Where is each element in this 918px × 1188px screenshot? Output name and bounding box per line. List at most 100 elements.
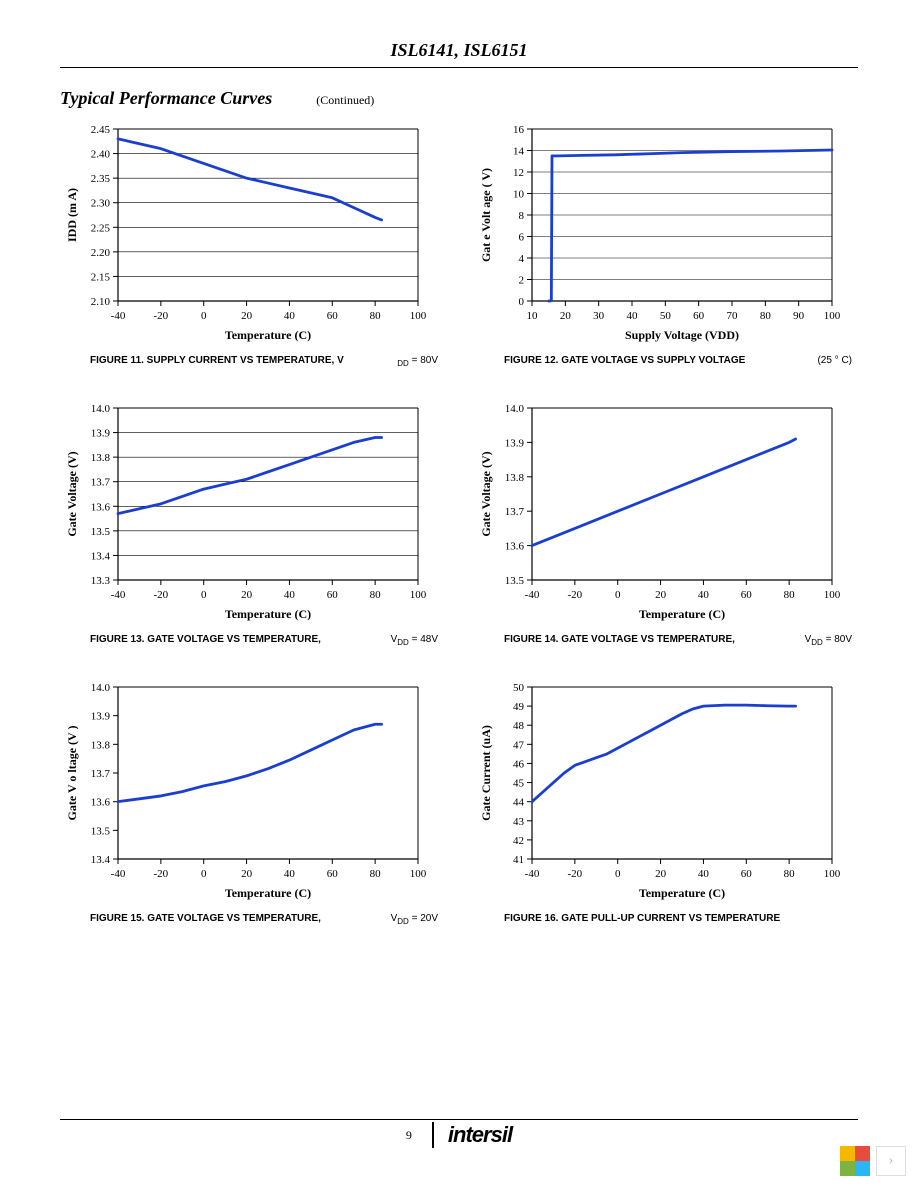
svg-text:60: 60	[327, 310, 339, 322]
svg-text:Gat e Volt age ( V): Gat e Volt age ( V)	[479, 168, 493, 262]
svg-text:14: 14	[513, 146, 525, 158]
chart-plot: 13.513.613.713.813.914.0-40-200204060801…	[474, 398, 844, 628]
chart-fig13: 13.313.413.513.613.713.813.914.0-40-2002…	[60, 398, 444, 647]
svg-text:60: 60	[327, 868, 339, 880]
chart-caption: FIGURE 14. GATE VOLTAGE VS TEMPERATURE,V…	[474, 634, 858, 647]
svg-text:13.8: 13.8	[505, 472, 525, 484]
chart-caption: FIGURE 11. SUPPLY CURRENT VS TEMPERATURE…	[60, 355, 444, 368]
continued-label: (Continued)	[316, 93, 374, 107]
charts-grid: 2.102.152.202.252.302.352.402.45-40-2002…	[60, 119, 858, 926]
svg-text:80: 80	[760, 310, 772, 322]
chart-plot: 13.313.413.513.613.713.813.914.0-40-2002…	[60, 398, 430, 628]
svg-text:0: 0	[615, 868, 621, 880]
svg-text:60: 60	[693, 310, 705, 322]
svg-text:40: 40	[698, 589, 710, 601]
svg-text:-40: -40	[111, 868, 126, 880]
caption-note: VDD = 80V	[805, 634, 852, 647]
caption-note: VDD = 48V	[391, 634, 438, 647]
svg-text:2.25: 2.25	[91, 222, 111, 234]
caption-text: FIGURE 12. GATE VOLTAGE VS SUPPLY VOLTAG…	[504, 355, 745, 366]
svg-text:13.5: 13.5	[91, 526, 111, 538]
svg-text:10: 10	[527, 310, 539, 322]
svg-text:Supply Voltage (VDD): Supply Voltage (VDD)	[625, 328, 739, 342]
svg-text:16: 16	[513, 124, 525, 136]
svg-text:IDD (m A): IDD (m A)	[65, 188, 79, 242]
svg-text:14.0: 14.0	[505, 403, 525, 415]
svg-text:2: 2	[519, 275, 525, 287]
svg-text:80: 80	[370, 589, 382, 601]
svg-text:0: 0	[201, 868, 207, 880]
svg-text:13.4: 13.4	[91, 854, 111, 866]
svg-text:100: 100	[824, 589, 841, 601]
next-page-button[interactable]: ›	[876, 1146, 906, 1176]
svg-text:2.45: 2.45	[91, 124, 111, 136]
svg-text:13.6: 13.6	[91, 797, 111, 809]
svg-text:20: 20	[241, 589, 253, 601]
svg-text:20: 20	[241, 868, 253, 880]
chart-fig15: 13.413.513.613.713.813.914.0-40-20020406…	[60, 677, 444, 926]
svg-text:-40: -40	[525, 868, 540, 880]
chart-caption: FIGURE 15. GATE VOLTAGE VS TEMPERATURE,V…	[60, 913, 444, 926]
svg-text:Gate Voltage (V): Gate Voltage (V)	[479, 451, 493, 536]
svg-text:14.0: 14.0	[91, 403, 111, 415]
chart-caption: FIGURE 12. GATE VOLTAGE VS SUPPLY VOLTAG…	[474, 355, 858, 366]
svg-text:43: 43	[513, 816, 525, 828]
chart-fig11: 2.102.152.202.252.302.352.402.45-40-2002…	[60, 119, 444, 368]
svg-text:13.6: 13.6	[91, 501, 111, 513]
svg-text:13.5: 13.5	[91, 825, 111, 837]
caption-note: (25 ° C)	[817, 355, 852, 366]
svg-text:-20: -20	[568, 589, 583, 601]
svg-text:100: 100	[824, 310, 841, 322]
svg-text:-20: -20	[154, 589, 169, 601]
svg-text:40: 40	[284, 310, 296, 322]
svg-text:70: 70	[727, 310, 739, 322]
svg-text:60: 60	[741, 868, 753, 880]
svg-text:60: 60	[327, 589, 339, 601]
page-header: ISL6141, ISL6151	[60, 40, 858, 68]
svg-text:40: 40	[284, 589, 296, 601]
chart-fig12: 0246810121416102030405060708090100Supply…	[474, 119, 858, 368]
svg-text:13.6: 13.6	[505, 541, 525, 553]
svg-text:12: 12	[513, 167, 524, 179]
svg-text:30: 30	[593, 310, 605, 322]
svg-text:Temperature (C): Temperature (C)	[639, 886, 725, 900]
svg-text:41: 41	[513, 854, 524, 866]
page-number: 9	[406, 1128, 412, 1143]
caption-note: VDD = 20V	[391, 913, 438, 926]
svg-text:45: 45	[513, 778, 525, 790]
svg-text:80: 80	[784, 589, 796, 601]
svg-text:20: 20	[560, 310, 572, 322]
svg-text:Gate Voltage (V): Gate Voltage (V)	[65, 451, 79, 536]
chart-fig16: 41424344454647484950-40-20020406080100Te…	[474, 677, 858, 926]
pager-widget: ›	[840, 1146, 906, 1176]
svg-text:13.9: 13.9	[505, 437, 525, 449]
svg-text:2.30: 2.30	[91, 198, 111, 210]
svg-text:13.5: 13.5	[505, 575, 525, 587]
svg-text:20: 20	[241, 310, 253, 322]
svg-text:13.8: 13.8	[91, 452, 111, 464]
svg-text:2.20: 2.20	[91, 247, 111, 259]
svg-text:Temperature (C): Temperature (C)	[225, 328, 311, 342]
svg-text:2.40: 2.40	[91, 149, 111, 161]
svg-text:13.8: 13.8	[91, 739, 111, 751]
svg-text:44: 44	[513, 797, 525, 809]
chart-caption: FIGURE 13. GATE VOLTAGE VS TEMPERATURE, V…	[60, 634, 444, 647]
svg-text:100: 100	[410, 868, 427, 880]
caption-text: FIGURE 16. GATE PULL-UP CURRENT VS TEMPE…	[504, 913, 780, 924]
svg-text:13.7: 13.7	[91, 477, 111, 489]
svg-text:40: 40	[698, 868, 710, 880]
chart-caption: FIGURE 16. GATE PULL-UP CURRENT VS TEMPE…	[474, 913, 858, 924]
chart-plot: 41424344454647484950-40-20020406080100Te…	[474, 677, 844, 907]
svg-text:80: 80	[370, 310, 382, 322]
section-title: Typical Performance Curves	[60, 88, 272, 108]
svg-text:13.3: 13.3	[91, 575, 111, 587]
caption-text: FIGURE 13. GATE VOLTAGE VS TEMPERATURE,	[90, 634, 321, 645]
svg-text:42: 42	[513, 835, 524, 847]
svg-text:2.15: 2.15	[91, 271, 111, 283]
svg-text:4: 4	[519, 253, 525, 265]
svg-text:49: 49	[513, 701, 525, 713]
svg-text:0: 0	[201, 589, 207, 601]
svg-text:-40: -40	[111, 310, 126, 322]
svg-text:60: 60	[741, 589, 753, 601]
svg-text:-20: -20	[568, 868, 583, 880]
